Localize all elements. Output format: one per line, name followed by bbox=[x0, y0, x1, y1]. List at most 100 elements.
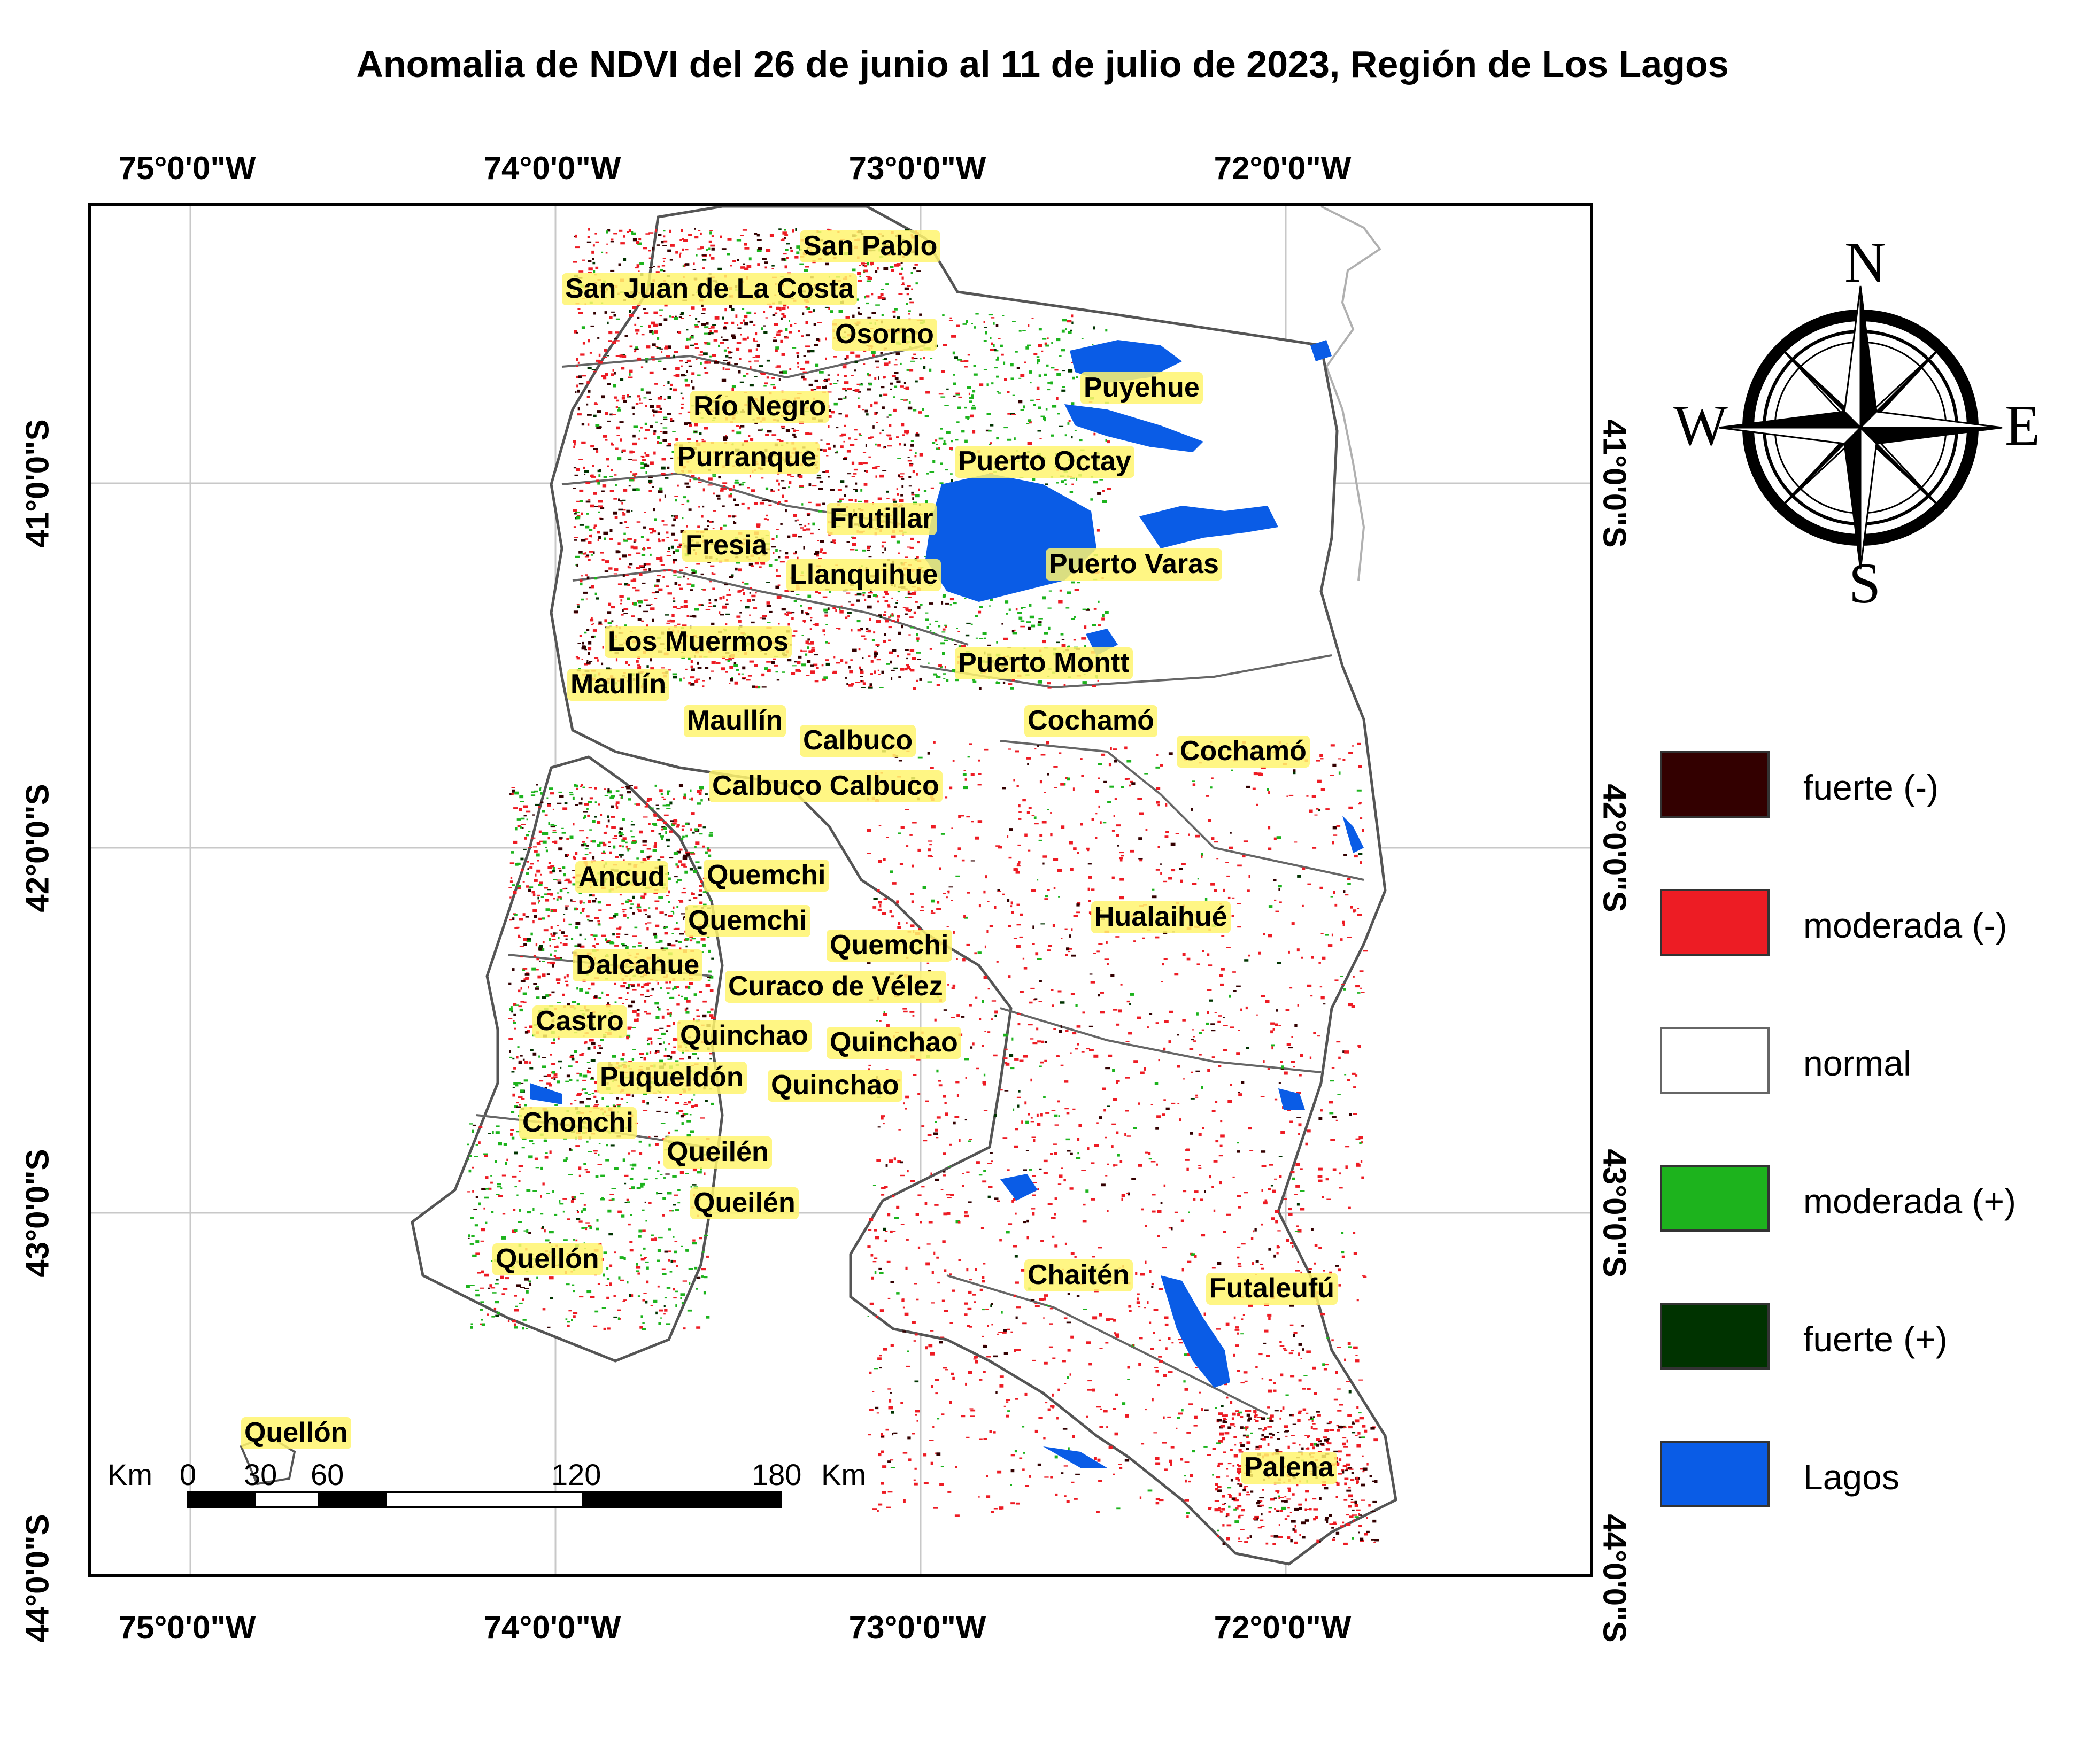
bottom-tick-73w: 73°0'0"W bbox=[848, 1610, 986, 1645]
place-label: Calbuco bbox=[800, 725, 916, 757]
scale-tick-180: 180 bbox=[752, 1458, 802, 1491]
scale-bar bbox=[187, 1491, 782, 1508]
lake-yelcho bbox=[1161, 1275, 1230, 1388]
legend-item: moderada (-) bbox=[1660, 889, 2077, 958]
lake-todos-los-santos bbox=[1139, 506, 1278, 548]
top-tick-75w: 75°0'0"W bbox=[118, 150, 256, 186]
place-label: Curaco de Vélez bbox=[725, 971, 946, 1003]
legend-swatch bbox=[1660, 1441, 1770, 1507]
place-label: Palena bbox=[1241, 1452, 1337, 1484]
bottom-tick-75w: 75°0'0"W bbox=[118, 1610, 256, 1645]
place-label: Purranque bbox=[674, 442, 820, 474]
legend-swatch bbox=[1660, 1165, 1770, 1232]
place-label: Maullín bbox=[684, 705, 786, 737]
compass-icon bbox=[1718, 285, 2003, 570]
left-tick-41s: 41°0'0"S bbox=[19, 419, 56, 548]
lake-north-east bbox=[1310, 340, 1332, 361]
top-tick-73w: 73°0'0"W bbox=[848, 150, 986, 186]
legend-label: moderada (+) bbox=[1803, 1181, 2017, 1221]
place-label: San Juan de La Costa bbox=[562, 273, 858, 305]
place-label: Quinchao bbox=[827, 1027, 961, 1059]
place-label: Quinchao bbox=[677, 1020, 812, 1052]
place-label: Puyehue bbox=[1080, 372, 1203, 404]
left-tick-43s: 43°0'0"S bbox=[19, 1149, 56, 1278]
legend-swatch bbox=[1660, 1303, 1770, 1370]
legend-label: fuerte (+) bbox=[1803, 1319, 1948, 1359]
place-label: Cochamó bbox=[1024, 705, 1157, 737]
place-label: Queilén bbox=[690, 1187, 799, 1219]
scale-tick-0: 0 bbox=[180, 1458, 197, 1491]
legend-item: Lagos bbox=[1660, 1441, 2077, 1510]
map-title: Anomalia de NDVI del 26 de junio al 11 d… bbox=[356, 43, 1729, 85]
scale-tick-120: 120 bbox=[551, 1458, 601, 1491]
place-label: Maullín bbox=[567, 669, 670, 701]
bottom-tick-74w: 74°0'0"W bbox=[483, 1610, 621, 1645]
legend-item: fuerte (-) bbox=[1660, 751, 2077, 821]
lake-east-1 bbox=[1342, 816, 1364, 853]
place-label: Puqueldón bbox=[597, 1062, 747, 1094]
legend-item: normal bbox=[1660, 1027, 2077, 1096]
compass-w: W bbox=[1673, 394, 1728, 458]
place-label: Quellón bbox=[241, 1417, 351, 1449]
left-tick-42s: 42°0'0"S bbox=[19, 784, 56, 912]
lake-palena bbox=[1043, 1446, 1107, 1468]
right-tick-41s: 41°0'0"S bbox=[1596, 419, 1633, 548]
legend-swatch bbox=[1660, 751, 1770, 818]
place-label: Castro bbox=[532, 1005, 627, 1038]
bottom-tick-72w: 72°0'0"W bbox=[1214, 1610, 1352, 1645]
scale-unit-right: Km bbox=[821, 1458, 866, 1491]
map-canvas bbox=[91, 206, 1590, 1574]
legend-item: moderada (+) bbox=[1660, 1165, 2077, 1234]
place-label: Puerto Octay bbox=[955, 446, 1134, 478]
place-label: Fresia bbox=[682, 530, 771, 562]
place-label: Llanquihue bbox=[786, 559, 941, 591]
compass-s: S bbox=[1849, 552, 1881, 615]
place-label: Cochamó bbox=[1177, 736, 1310, 768]
place-label: Quemchi bbox=[685, 905, 810, 937]
place-label: Quemchi bbox=[827, 930, 952, 962]
place-label: Ancud bbox=[575, 861, 668, 893]
legend-swatch bbox=[1660, 889, 1770, 956]
lake-rupanco bbox=[1064, 404, 1203, 452]
place-label: Hualaihué bbox=[1091, 901, 1231, 933]
legend-label: fuerte (-) bbox=[1803, 768, 1939, 807]
legend-label: Lagos bbox=[1803, 1457, 1899, 1497]
place-label: Quinchao bbox=[768, 1070, 902, 1102]
compass-e: E bbox=[2005, 394, 2040, 458]
place-label: Quellón bbox=[492, 1243, 603, 1275]
top-tick-74w: 74°0'0"W bbox=[483, 150, 621, 186]
legend-swatch bbox=[1660, 1027, 1770, 1094]
place-label: Los Muermos bbox=[605, 626, 792, 658]
place-label: Chaitén bbox=[1024, 1259, 1133, 1291]
border-line bbox=[1320, 206, 1381, 581]
right-tick-44s: 44°0'0"S bbox=[1596, 1514, 1633, 1643]
place-label: Futaleufú bbox=[1206, 1273, 1338, 1305]
legend-label: moderada (-) bbox=[1803, 906, 2007, 945]
place-label: Osorno bbox=[832, 319, 937, 351]
compass-rose: N S E W bbox=[1663, 230, 2069, 615]
place-label: Río Negro bbox=[690, 391, 830, 423]
left-tick-44s: 44°0'0"S bbox=[19, 1514, 56, 1643]
place-label: Chonchi bbox=[519, 1107, 637, 1139]
scale-unit-left: Km bbox=[107, 1458, 152, 1491]
place-label: Dalcahue bbox=[573, 949, 703, 981]
compass-n: N bbox=[1844, 231, 1886, 295]
place-label: Calbuco Calbuco bbox=[709, 770, 943, 802]
place-label: Queilén bbox=[663, 1136, 772, 1169]
scale-tick-60: 60 bbox=[311, 1458, 344, 1491]
lake-chiloe-west bbox=[530, 1083, 562, 1104]
lake-east-2 bbox=[1278, 1088, 1305, 1110]
place-label: Puerto Montt bbox=[955, 647, 1133, 679]
map-frame[interactable]: San Pablo San Juan de La Costa Osorno Pu… bbox=[88, 203, 1593, 1577]
place-label: Puerto Varas bbox=[1046, 548, 1222, 581]
top-tick-72w: 72°0'0"W bbox=[1214, 150, 1352, 186]
scale-tick-30: 30 bbox=[244, 1458, 277, 1491]
legend-label: normal bbox=[1803, 1043, 1911, 1083]
place-label: San Pablo bbox=[800, 230, 941, 262]
place-label: Quemchi bbox=[704, 860, 829, 892]
legend-item: fuerte (+) bbox=[1660, 1303, 2077, 1372]
right-tick-43s: 43°0'0"S bbox=[1596, 1149, 1633, 1278]
lake-chaiten bbox=[1000, 1174, 1038, 1201]
place-label: Frutillar bbox=[827, 503, 937, 535]
right-tick-42s: 42°0'0"S bbox=[1596, 784, 1633, 912]
